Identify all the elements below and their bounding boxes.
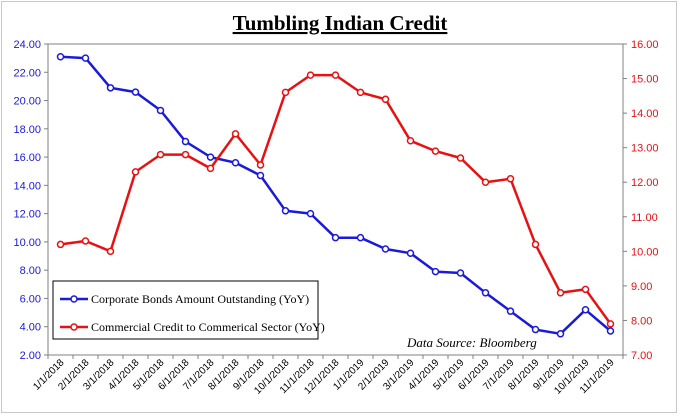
series-1-point [481,289,490,297]
left-axis-tick-label: 24.00 [13,39,41,51]
left-axis-tick-label: 12.00 [13,209,41,221]
series-1-point [506,307,515,315]
right-axis-tick-label: 7.00 [631,350,652,362]
series-2-point [181,150,190,159]
series-1-point [606,327,615,335]
series-1-point [356,233,365,242]
right-axis-tick-label: 12.00 [631,177,659,189]
legend-box [52,280,319,340]
series-2-point [456,154,465,162]
series-2-point [431,147,440,155]
plot-area-border [47,43,624,356]
series-1-point [431,267,440,276]
series-2-point [356,88,365,97]
series-1-point [181,137,190,146]
series-2-point [331,71,340,79]
series-2-point [406,137,415,145]
right-axis-tick-label: 11.00 [631,212,658,224]
legend-label-2: Commercial Credit to Commerical Sector (… [91,320,325,334]
series-1-point [306,209,315,218]
series-1-point [531,325,540,334]
series-2-point [231,130,240,138]
left-axis-tick-label: 20.00 [13,96,41,108]
series-1-point [256,171,265,180]
data-source-annotation: Data Source: Bloomberg [406,335,537,350]
series-1-point [106,84,115,92]
series-1-point [156,106,165,115]
series-2-point [281,88,290,97]
series-2-point [581,285,590,294]
series-1-point [56,52,65,61]
series-1-point [381,245,390,253]
left-axis-tick-label: 6.00 [20,293,41,305]
legend-swatch-marker-2 [70,323,78,331]
series-1-point [556,330,565,338]
series-2-point [81,237,90,245]
left-axis-tick-label: 4.00 [20,322,41,334]
series-1-point [281,207,290,215]
right-axis-tick-label: 8.00 [631,315,652,327]
left-axis-tick-label: 8.00 [20,265,41,277]
series-2-point [306,71,315,79]
series-2-point [106,247,115,256]
left-axis-tick-label: 10.00 [13,237,41,249]
series-2-point [481,178,490,186]
series-2-point [606,320,615,328]
series-2-point [381,95,390,104]
series-1-point [81,54,90,62]
right-axis-tick-label: 14.00 [631,108,659,120]
right-axis-tick-label: 10.00 [631,246,659,258]
series-1-point [581,306,590,314]
axes: 24.00 22.00 20.00 18.00 16.00 14.00 12.00 10.00… [13,39,658,397]
right-axis-tick-label: 16.00 [631,39,659,51]
series-1-point [231,158,240,167]
legend-swatch-marker-1 [70,295,78,303]
series-1-point [331,233,340,242]
series-2-point [131,168,140,176]
series-2-point [531,240,540,249]
series-2-point [506,175,515,183]
right-axis-tick-label: 13.00 [631,143,659,155]
right-axis-tick-label: 15.00 [631,74,659,86]
series-1-point [406,249,415,257]
legend-label-1: Corporate Bonds Amount Outstanding (YoY) [91,292,309,306]
left-axis-tick-label: 2.00 [20,350,41,362]
left-axis-tick-label: 14.00 [13,180,41,192]
series-2-point [206,164,215,173]
right-axis-tick-label: 9.00 [631,281,652,293]
series-2-point [256,161,265,169]
series-2-point [556,289,565,297]
series-1-point [206,153,215,161]
series-1-point [456,269,465,277]
chart-title: Tumbling Indian Credit [233,11,448,35]
left-axis-tick-label: 16.00 [13,152,41,164]
series-2-point [156,150,165,159]
left-axis-tick-label: 22.00 [13,67,41,79]
series-2-point [56,240,65,249]
series-1-point [131,88,140,96]
series-lines [56,52,615,338]
legend: Corporate Bonds Amount Outstanding (YoY)… [52,280,325,340]
left-axis-tick-label: 18.00 [13,124,41,136]
